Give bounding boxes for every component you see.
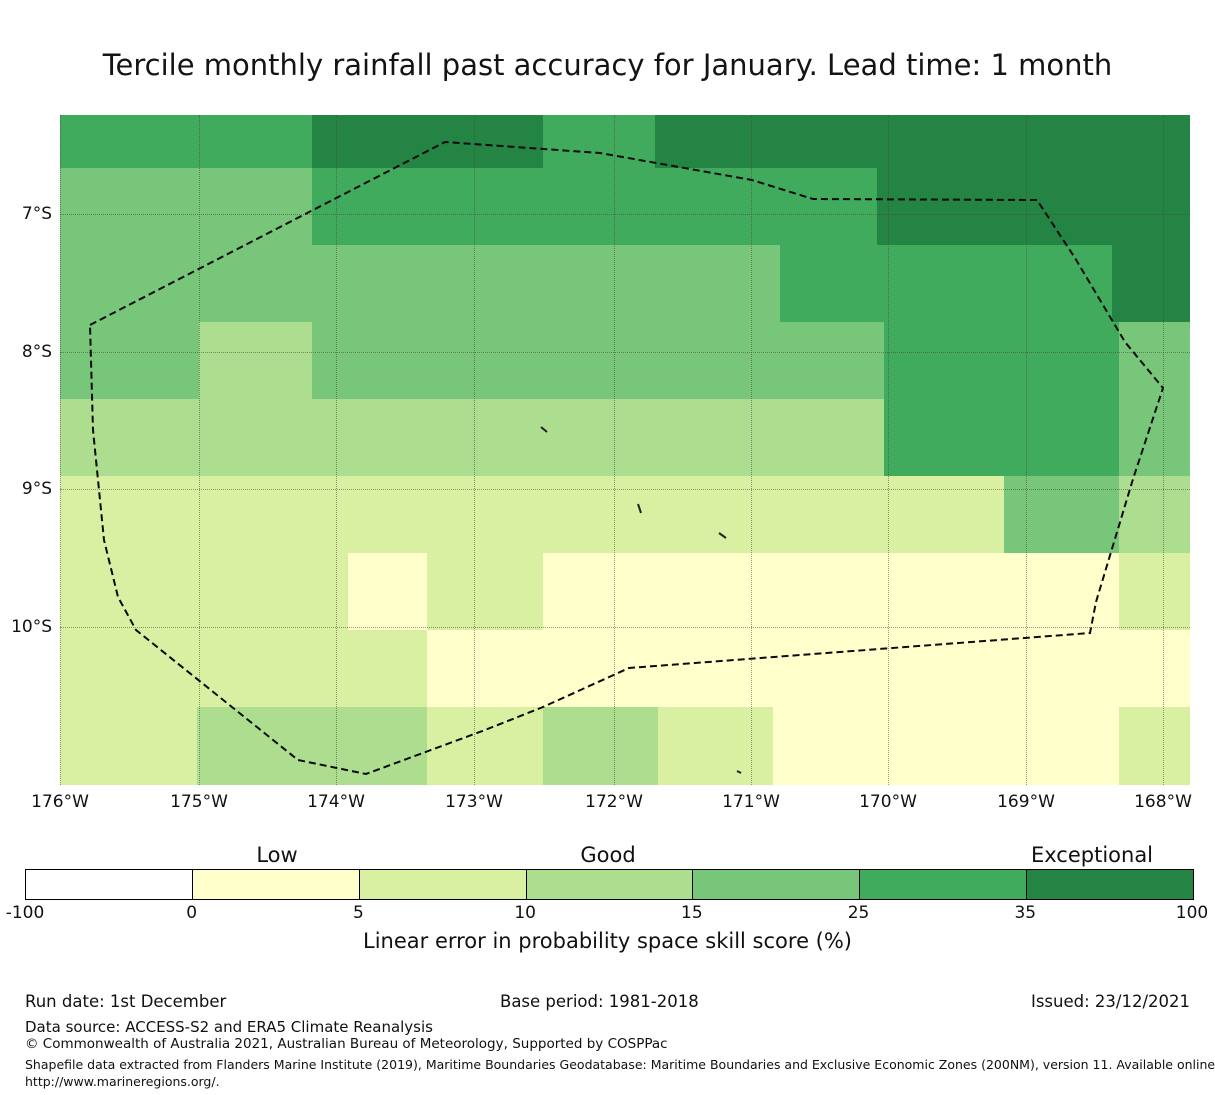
y-tick-label: 8°S: [21, 342, 52, 362]
heatmap-cell: [1119, 399, 1190, 476]
heatmap-cell: [427, 707, 543, 785]
shapefile-note-line2: http://www.marineregions.org/.: [25, 1074, 220, 1089]
y-tick-label: 10°S: [11, 617, 52, 637]
heatmap-cell: [658, 707, 773, 785]
shapefile-note-line1: Shapefile data extracted from Flanders M…: [25, 1057, 1215, 1072]
gridline-vertical: [614, 115, 615, 785]
colorbar-category-label: Low: [256, 843, 298, 867]
run-date-label: Run date: 1st December: [25, 992, 227, 1011]
colorbar-tick-label: 35: [1014, 903, 1037, 923]
x-tick-label: 172°W: [585, 792, 643, 812]
colorbar-axis-label: Linear error in probability space skill …: [363, 929, 852, 953]
heatmap-cell: [60, 399, 884, 476]
colorbar-segment: [525, 870, 693, 899]
x-tick-label: 169°W: [997, 792, 1055, 812]
gridline-vertical: [474, 115, 475, 785]
gridline-vertical: [751, 115, 752, 785]
x-tick-label: 171°W: [722, 792, 780, 812]
heatmap-cell: [60, 476, 1004, 553]
heatmap-cell: [1004, 476, 1119, 553]
heatmap-cell: [60, 553, 348, 630]
heatmap-cell: [655, 115, 1190, 168]
heatmap-cell: [1112, 245, 1190, 322]
x-tick-label: 176°W: [31, 792, 89, 812]
colorbar-tick-label: 5: [353, 903, 364, 923]
heatmap-cell: [884, 399, 1119, 476]
heatmap-cell: [197, 707, 427, 785]
heatmap-cell: [60, 322, 199, 399]
colorbar-segment: [859, 870, 1027, 899]
colorbar-tick-label: 0: [186, 903, 198, 923]
heatmap-cell: [60, 115, 312, 168]
gridline-horizontal: [60, 627, 1190, 628]
heatmap-cell: [1119, 707, 1190, 785]
colorbar-tick-label: 100: [1175, 903, 1209, 923]
heatmap-cell: [348, 553, 427, 630]
heatmap-cell: [877, 168, 1190, 245]
heatmap-cell: [1119, 553, 1190, 630]
colorbar-segment: [1026, 870, 1194, 899]
y-tick-label: 9°S: [21, 479, 52, 499]
heatmap-cell: [1119, 476, 1190, 553]
colorbar-tick-label: -100: [5, 903, 45, 923]
heatmap-cell: [60, 245, 780, 322]
heatmap-cell: [543, 553, 1119, 630]
heatmap-cell: [312, 322, 884, 399]
heatmap-cell: [543, 707, 658, 785]
heatmap-cell: [60, 630, 427, 707]
gridline-vertical: [199, 115, 200, 785]
heatmap-cell: [427, 553, 543, 630]
heatmap-cell: [1119, 322, 1190, 399]
heatmap-cell: [780, 245, 1112, 322]
base-period-label: Base period: 1981-2018: [500, 992, 699, 1011]
gridline-horizontal: [60, 352, 1190, 353]
colorbar: [25, 869, 1194, 900]
x-tick-label: 170°W: [859, 792, 917, 812]
colorbar-category-label: Exceptional: [1030, 843, 1154, 867]
heatmap-cell: [427, 630, 1190, 707]
issued-label: Issued: 23/12/2021: [1030, 992, 1190, 1011]
data-source-label: Data source: ACCESS-S2 and ERA5 Climate …: [25, 1018, 433, 1036]
colorbar-tick-label: 25: [847, 903, 870, 923]
accuracy-heatmap: [60, 115, 1190, 785]
gridline-vertical: [60, 115, 61, 785]
colorbar-segment: [26, 870, 192, 899]
heatmap-cell: [60, 168, 312, 245]
heatmap-cell: [884, 322, 1119, 399]
copyright-label: © Commonwealth of Australia 2021, Austra…: [25, 1036, 668, 1052]
gridline-vertical: [1026, 115, 1027, 785]
y-tick-label: 7°S: [21, 204, 52, 224]
heatmap-cell: [773, 707, 1119, 785]
colorbar-tick-label: 15: [681, 903, 703, 923]
gridline-horizontal: [60, 214, 1190, 215]
heatmap-cell: [543, 115, 655, 168]
colorbar-segment: [358, 870, 526, 899]
heatmap-cell: [199, 322, 312, 399]
x-tick-label: 174°W: [307, 792, 365, 812]
heatmap-cell: [60, 707, 197, 785]
colorbar-category-label: Good: [580, 843, 636, 867]
gridline-vertical: [336, 115, 337, 785]
heatmap-cell: [312, 168, 877, 245]
gridline-vertical: [1163, 115, 1164, 785]
x-tick-label: 168°W: [1134, 792, 1192, 812]
colorbar-segment: [692, 870, 860, 899]
x-tick-label: 173°W: [445, 792, 503, 812]
x-tick-label: 175°W: [170, 792, 228, 812]
gridline-vertical: [888, 115, 889, 785]
heatmap-cell: [312, 115, 543, 168]
colorbar-segment: [191, 870, 359, 899]
colorbar-tick-label: 10: [514, 903, 536, 923]
page-title: Tercile monthly rainfall past accuracy f…: [102, 48, 1113, 82]
gridline-horizontal: [60, 489, 1190, 490]
